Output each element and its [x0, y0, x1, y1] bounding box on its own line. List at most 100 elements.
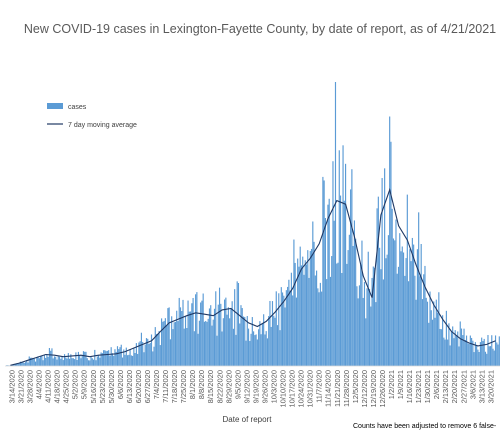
- bar: [97, 355, 100, 366]
- bar: [191, 303, 193, 366]
- bar: [467, 343, 469, 366]
- bar: [399, 233, 401, 366]
- bar: [18, 362, 20, 366]
- bar: [390, 141, 392, 366]
- bar: [292, 295, 294, 366]
- bar: [157, 333, 159, 366]
- bar: [297, 258, 299, 366]
- bar: [104, 350, 106, 366]
- bar: [260, 334, 262, 366]
- bar: [411, 237, 413, 366]
- bar: [28, 356, 30, 366]
- bar: [268, 316, 270, 366]
- bar: [305, 264, 308, 366]
- bar: [109, 355, 111, 366]
- bar: [147, 338, 149, 366]
- bar: [401, 246, 403, 366]
- bar: [181, 311, 183, 366]
- bar: [235, 334, 237, 366]
- bar: [454, 330, 456, 366]
- bar: [245, 340, 247, 366]
- bar: [322, 176, 324, 366]
- bar: [278, 293, 280, 366]
- bar: [23, 363, 25, 366]
- bar: [420, 244, 422, 366]
- bar: [434, 317, 436, 366]
- bar: [16, 363, 18, 366]
- bar: [149, 342, 151, 366]
- bar: [173, 322, 175, 366]
- bar: [314, 275, 316, 366]
- bar: [65, 357, 67, 366]
- bar: [274, 317, 276, 366]
- bar: [366, 288, 368, 366]
- bar: [110, 347, 112, 366]
- bar: [438, 292, 440, 366]
- bar: [299, 246, 301, 366]
- x-tick-label: 6/6/2020: [116, 370, 125, 399]
- bar: [416, 249, 418, 366]
- bar: [440, 329, 442, 366]
- bar: [413, 244, 415, 366]
- bar: [478, 351, 480, 366]
- bar: [463, 328, 465, 366]
- x-tick-label: 3/20/2021: [486, 370, 495, 403]
- bar: [464, 339, 466, 366]
- bar: [496, 342, 498, 366]
- bar: [145, 338, 148, 366]
- bar: [51, 348, 53, 366]
- bar: [161, 318, 163, 366]
- bar: [106, 350, 108, 366]
- bar: [230, 308, 232, 366]
- bar: [337, 262, 339, 366]
- bar: [210, 305, 212, 366]
- bar: [197, 333, 199, 366]
- bar: [351, 169, 353, 366]
- bar: [79, 355, 81, 366]
- x-tick-label: 3/6/2021: [468, 370, 477, 399]
- bar: [77, 351, 79, 366]
- x-tick-label: 3/21/2020: [17, 370, 26, 403]
- x-tick-label: 2/6/2021: [432, 370, 441, 399]
- bar: [285, 290, 287, 366]
- bar: [36, 357, 38, 366]
- bar: [87, 360, 90, 366]
- x-tick-label: 1/30/2021: [423, 370, 432, 403]
- legend-label-cases: cases: [68, 104, 87, 111]
- bar: [67, 353, 69, 366]
- bar: [327, 204, 329, 366]
- bar: [218, 287, 221, 366]
- bar: [255, 334, 257, 366]
- bar: [333, 220, 335, 366]
- bar: [370, 306, 372, 366]
- bar: [356, 286, 358, 366]
- bar: [12, 364, 14, 366]
- bar: [469, 335, 471, 366]
- x-tick-label: 8/8/2020: [197, 370, 206, 399]
- bar: [256, 339, 258, 366]
- bar: [355, 238, 357, 366]
- x-tick-label: 4/11/2020: [44, 370, 53, 403]
- bar: [42, 360, 44, 366]
- bar: [154, 327, 156, 366]
- bar: [271, 301, 274, 366]
- bar: [479, 342, 481, 366]
- bar: [452, 326, 454, 366]
- bar: [38, 358, 40, 366]
- bar: [101, 353, 103, 366]
- x-tick-label: 5/2/2020: [71, 370, 80, 399]
- bar: [281, 292, 284, 366]
- bar: [424, 265, 426, 366]
- bar: [115, 351, 117, 366]
- bar: [338, 150, 340, 366]
- bar: [468, 343, 470, 366]
- bar: [376, 208, 378, 366]
- x-tick-label: 3/13/2021: [477, 370, 486, 403]
- x-tick-label: 12/26/2020: [378, 370, 387, 408]
- bar: [116, 346, 119, 366]
- x-tick-label: 5/23/2020: [98, 370, 107, 403]
- bar: [474, 342, 476, 366]
- bar: [56, 359, 58, 366]
- bar: [276, 325, 279, 366]
- bar: [371, 277, 373, 366]
